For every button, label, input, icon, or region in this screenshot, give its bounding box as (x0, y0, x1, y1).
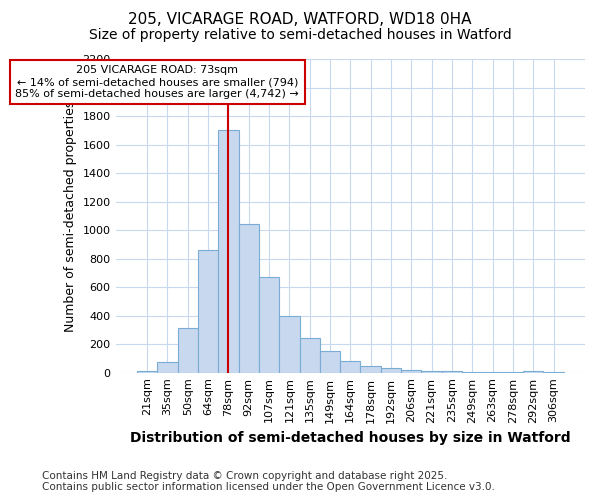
Bar (218, 130, 239, 372)
Bar (239, 224, 259, 372)
Text: Contains HM Land Registry data © Crown copyright and database right 2025.
Contai: Contains HM Land Registry data © Crown c… (42, 471, 495, 492)
Bar (381, 368, 401, 372)
Bar (259, 277, 279, 372)
Bar (178, 328, 198, 372)
Text: 205, VICARAGE ROAD, WATFORD, WD18 0HA: 205, VICARAGE ROAD, WATFORD, WD18 0HA (128, 12, 472, 28)
Bar (198, 250, 218, 372)
Bar (279, 316, 299, 372)
Text: 205 VICARAGE ROAD: 73sqm
← 14% of semi-detached houses are smaller (794)
85% of : 205 VICARAGE ROAD: 73sqm ← 14% of semi-d… (16, 66, 299, 98)
Bar (137, 370, 157, 372)
Text: Size of property relative to semi-detached houses in Watford: Size of property relative to semi-detach… (89, 28, 511, 42)
X-axis label: Distribution of semi-detached houses by size in Watford: Distribution of semi-detached houses by … (130, 431, 571, 445)
Y-axis label: Number of semi-detached properties: Number of semi-detached properties (64, 100, 77, 332)
Bar (320, 352, 340, 372)
Bar (361, 366, 381, 372)
Bar (421, 370, 442, 372)
Bar (401, 370, 421, 372)
Bar (157, 362, 178, 372)
Bar (299, 338, 320, 372)
Bar (340, 362, 361, 372)
